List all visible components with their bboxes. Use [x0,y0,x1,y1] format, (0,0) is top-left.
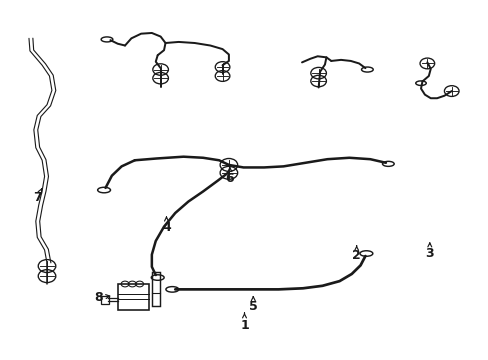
Text: 8: 8 [94,291,109,304]
Text: 5: 5 [248,297,257,313]
Text: 6: 6 [225,168,234,185]
Text: 4: 4 [162,217,170,234]
Text: 2: 2 [351,246,360,262]
Text: 3: 3 [425,243,433,260]
Text: 1: 1 [240,313,248,332]
Text: 7: 7 [33,189,42,204]
